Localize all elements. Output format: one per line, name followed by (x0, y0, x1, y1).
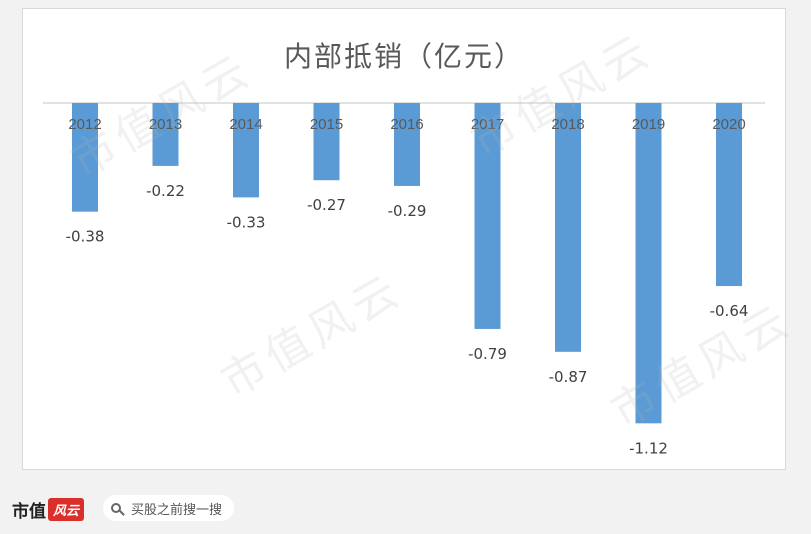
x-tick-label: 2012 (68, 116, 101, 133)
bar-2015 (313, 103, 340, 181)
bar-2013 (152, 103, 179, 166)
search-placeholder: 买股之前搜一搜 (131, 502, 223, 518)
x-tick-label: 2014 (229, 116, 262, 133)
data-label: -0.38 (66, 228, 105, 246)
data-label: -0.79 (468, 345, 507, 363)
bar-2018 (555, 103, 581, 352)
bar-2016 (394, 103, 420, 186)
chart-title: 内部抵销（亿元） (283, 40, 524, 73)
bar-2019 (635, 103, 662, 424)
footer-bar: 市值 风云 买股之前搜一搜 (0, 487, 811, 534)
data-label: -0.27 (307, 196, 346, 214)
bar-2014 (233, 103, 259, 198)
x-tick-label: 2013 (149, 116, 182, 133)
x-tick-label: 2018 (551, 116, 584, 133)
search-icon (111, 503, 121, 513)
bar-2020 (716, 103, 742, 287)
data-label: -0.87 (549, 368, 588, 386)
search-bar[interactable]: 买股之前搜一搜 (103, 495, 235, 521)
data-label: -0.33 (227, 213, 266, 231)
bar-2012 (72, 103, 98, 212)
data-label: -0.64 (710, 302, 749, 320)
bar-chart-plot: 2012 -0.38 2013 -0.22 2014 -0.33 2015 -0.27 2016… (43, 102, 765, 457)
x-tick-label: 2017 (471, 116, 504, 133)
data-label: -1.12 (629, 439, 668, 457)
chart-container: 内部抵销（亿元） 2012 -0.38 2013 -0.22 2014 -0.33 2015… (22, 8, 786, 470)
data-label: -0.29 (388, 202, 427, 220)
bar-2017 (474, 103, 501, 329)
x-tick-label: 2015 (310, 116, 343, 133)
data-label: -0.22 (146, 182, 185, 200)
x-tick-label: 2020 (712, 116, 745, 133)
brand-logo: 市值 风云 (12, 497, 85, 522)
brand-main: 市值 (12, 502, 46, 522)
brand-accent: 风云 (48, 498, 85, 521)
x-tick-label: 2016 (390, 116, 423, 133)
x-tick-label: 2019 (632, 116, 665, 133)
